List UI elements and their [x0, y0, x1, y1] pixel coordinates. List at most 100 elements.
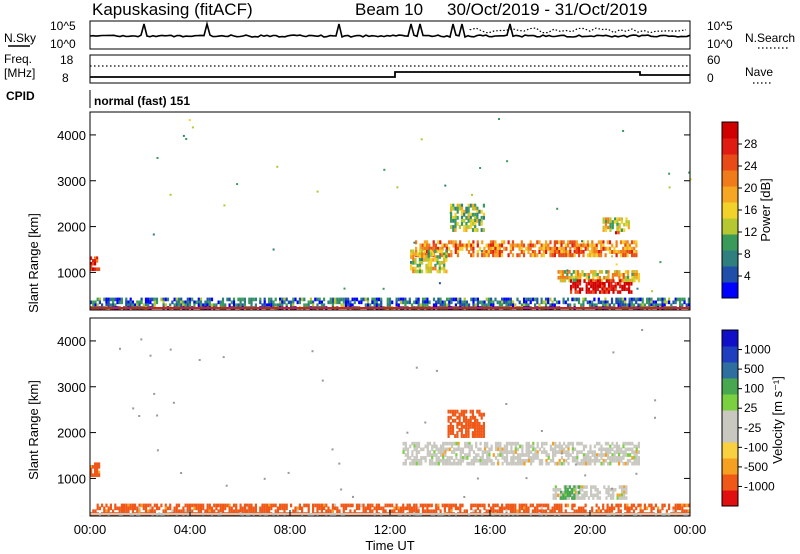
scatter-cell — [475, 444, 478, 449]
scatter-cell — [103, 297, 106, 302]
scatter-cell — [626, 253, 629, 258]
scatter-cell — [674, 506, 677, 511]
scatter-cell — [618, 217, 621, 221]
scatter-cell — [388, 503, 392, 508]
scatter-cell — [429, 266, 433, 271]
scatter-cell — [263, 509, 266, 514]
scatter-cell — [438, 263, 441, 268]
scatter-cell — [516, 453, 520, 457]
scatter-cell — [602, 461, 605, 466]
scatter-cell — [380, 300, 383, 305]
scatter-cell — [527, 509, 530, 514]
scatter-cell — [532, 456, 535, 460]
scatter-cell — [426, 450, 429, 454]
scatter-cell — [512, 300, 515, 305]
scatter-cell — [406, 453, 410, 457]
scatter-cell — [118, 509, 121, 514]
scatter-cell — [414, 261, 417, 265]
scatter-cell — [527, 246, 530, 251]
scatter-cell — [496, 246, 499, 251]
scatter-cell — [447, 428, 450, 432]
scatter-cell — [469, 409, 472, 414]
scatter-cell — [577, 485, 580, 489]
scatter-cell — [90, 300, 93, 305]
scatter-cell — [585, 290, 588, 294]
scatter-cell — [369, 503, 372, 508]
scatter-cell — [241, 303, 244, 308]
scatter-cell — [490, 461, 493, 466]
scatter-cell — [600, 453, 603, 457]
power-colorbar-seg — [722, 234, 738, 251]
scatter-cell — [619, 300, 622, 305]
nsky-tick-bottom: 10^0 — [50, 37, 76, 51]
scatter-cell — [415, 246, 418, 251]
scatter-cell — [580, 303, 583, 308]
scatter-cell — [534, 456, 537, 460]
scatter-cell — [501, 297, 504, 302]
baseline-strip — [90, 307, 690, 309]
scatter-cell — [462, 434, 466, 438]
scatter-cell — [397, 509, 400, 514]
scatter-cell — [595, 303, 598, 308]
scatter-cell — [482, 228, 485, 232]
scatter-cell — [478, 222, 481, 226]
scatter-cell — [138, 506, 141, 511]
scatter-cell — [600, 240, 603, 245]
scatter-cell — [679, 503, 682, 508]
scatter-cell — [567, 243, 570, 248]
scatter-cell — [479, 461, 482, 466]
scatter-cell — [446, 503, 449, 508]
scatter-cell — [274, 509, 277, 514]
scatter-cell — [90, 467, 93, 472]
scatter-cell — [487, 303, 490, 308]
scatter-cell — [618, 456, 621, 460]
scatter-cell — [518, 243, 521, 248]
scatter-cell — [259, 300, 262, 305]
scatter-cell — [471, 228, 475, 232]
scatter-cell — [413, 506, 416, 511]
isolated-echo — [654, 416, 656, 419]
isolated-echo — [622, 130, 625, 132]
scatter-cell — [565, 444, 568, 449]
scatter-cell — [263, 297, 266, 302]
scatter-cell — [613, 506, 616, 511]
scatter-cell — [592, 287, 595, 292]
scatter-cell — [142, 506, 145, 511]
scatter-cell — [512, 456, 515, 460]
isolated-echo — [415, 366, 418, 369]
scatter-cell — [564, 496, 567, 500]
scatter-cell — [382, 506, 385, 511]
scatter-cell — [415, 456, 418, 460]
scatter-cell — [635, 275, 638, 280]
isolated-echo — [505, 403, 508, 405]
scatter-cell — [635, 240, 638, 245]
isolated-echo — [352, 495, 354, 498]
scatter-cell — [604, 297, 607, 302]
scatter-cell — [443, 509, 446, 514]
scatter-cell — [579, 273, 582, 277]
scatter-cell — [509, 303, 512, 308]
scatter-cell — [105, 303, 108, 308]
scatter-cell — [547, 453, 550, 457]
scatter-cell — [529, 503, 532, 508]
scatter-cell — [436, 269, 439, 274]
scatter-cell — [434, 255, 437, 259]
scatter-cell — [486, 458, 489, 463]
scatter-cell — [467, 421, 470, 426]
scatter-cell — [571, 240, 574, 245]
scatter-cell — [134, 503, 137, 508]
scatter-cell — [386, 297, 389, 302]
scatter-cell — [553, 243, 556, 248]
scatter-cell — [482, 412, 485, 417]
scatter-cell — [514, 509, 517, 514]
scatter-cell — [474, 503, 477, 508]
scatter-cell — [554, 496, 557, 500]
scatter-cell — [637, 273, 640, 277]
scatter-cell — [505, 509, 508, 514]
scatter-cell — [349, 303, 352, 308]
scatter-cell — [536, 456, 539, 460]
scatter-cell — [171, 509, 174, 514]
scatter-cell — [483, 503, 486, 508]
scatter-cell — [462, 424, 466, 429]
scatter-cell — [547, 297, 550, 302]
